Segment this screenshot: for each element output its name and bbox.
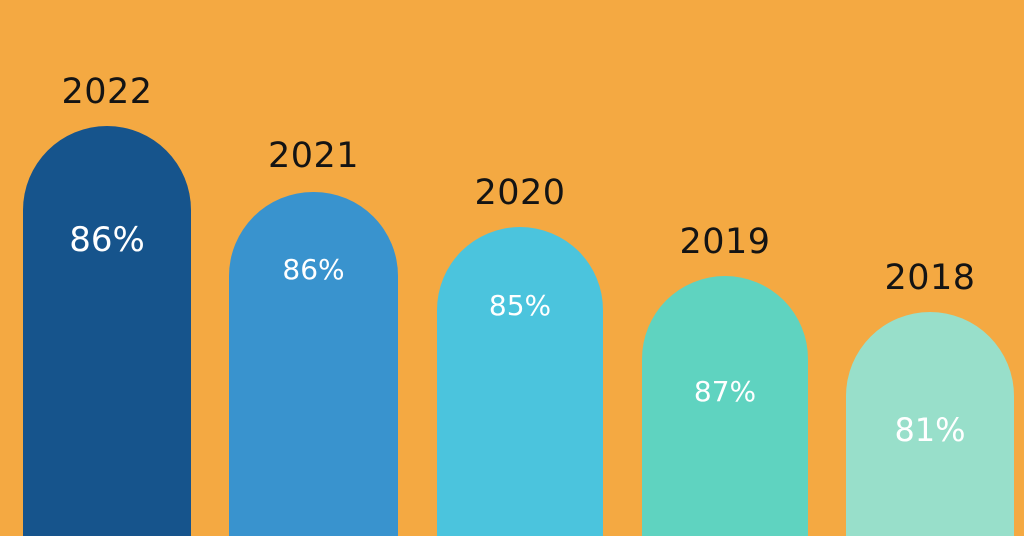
- value-label-2019: 87%: [693, 375, 757, 408]
- bar-group-2021: 2021 86%: [229, 0, 398, 536]
- year-label-2022: 2022: [61, 72, 153, 112]
- bar-group-2022: 2022 86%: [23, 0, 191, 536]
- bar-2021: 86%: [229, 192, 398, 536]
- value-label-2018: 81%: [894, 411, 966, 449]
- bar-2020: 85%: [437, 227, 603, 536]
- year-label-2021: 2021: [267, 136, 360, 176]
- bar-2019: 87%: [642, 276, 808, 536]
- year-label-2018: 2018: [884, 258, 976, 298]
- value-label-2022: 86%: [69, 220, 145, 260]
- bar-2018: 81%: [846, 312, 1014, 536]
- bar-group-2020: 2020 85%: [437, 0, 603, 536]
- bar-group-2018: 2018 81%: [846, 0, 1014, 536]
- value-label-2021: 86%: [282, 253, 345, 286]
- value-label-2020: 85%: [488, 289, 552, 322]
- bar-group-2019: 2019 87%: [642, 0, 808, 536]
- year-label-2020: 2020: [474, 173, 566, 213]
- year-label-2019: 2019: [679, 222, 771, 262]
- bar-2022: 86%: [23, 126, 191, 536]
